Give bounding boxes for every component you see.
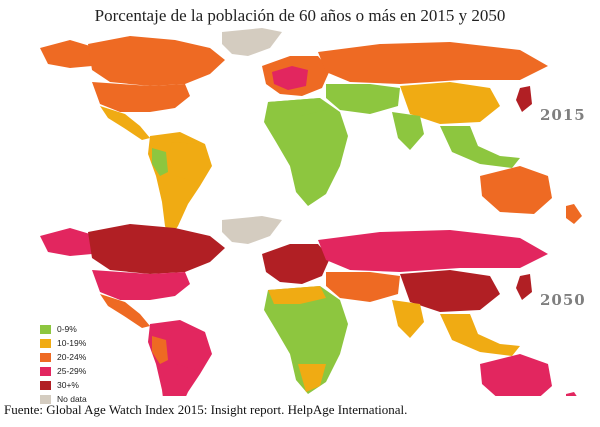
india-2050: [392, 300, 424, 338]
legend-item: 10-19%: [40, 336, 120, 350]
india-2015: [392, 112, 424, 150]
legend-swatch: [40, 366, 51, 376]
usa-2015: [92, 82, 190, 112]
legend: 0-9% 10-19% 20-24% 25-29% 30+% No data: [40, 322, 120, 406]
year-label-2015: 2015: [540, 106, 586, 124]
andes-2050: [152, 336, 168, 364]
legend-label: 10-19%: [57, 338, 87, 348]
map-2015: [40, 28, 582, 238]
legend-swatch: [40, 380, 51, 390]
legend-item: 20-24%: [40, 350, 120, 364]
mexico-2050: [100, 294, 150, 328]
central-asia-2050: [326, 272, 400, 302]
north-africa-2050: [268, 286, 326, 304]
alaska-2050: [40, 228, 92, 256]
alaska-2015: [40, 40, 92, 68]
australia-2050: [480, 354, 552, 396]
usa-2050: [92, 270, 190, 300]
china-2050: [400, 270, 500, 312]
australia-2015: [480, 166, 552, 214]
russia-2050: [318, 230, 548, 272]
africa-2050: [264, 286, 348, 394]
andes-2015: [152, 148, 168, 176]
canada-2015: [88, 36, 225, 86]
north-africa-2015: [268, 98, 326, 116]
canada-2050: [88, 224, 225, 274]
legend-label: 25-29%: [57, 366, 87, 376]
brazil-2015: [168, 142, 210, 182]
legend-swatch: [40, 324, 51, 334]
legend-swatch: [40, 394, 51, 404]
south-africa-2050: [298, 364, 326, 392]
legend-label: 20-24%: [57, 352, 87, 362]
central-asia-2015: [326, 84, 400, 114]
map-title: Porcentaje de la población de 60 años o …: [94, 6, 506, 25]
legend-label: 30+%: [57, 380, 79, 390]
se-asia-2050: [440, 314, 520, 356]
legend-item: 0-9%: [40, 322, 120, 336]
nz-2015: [566, 204, 582, 224]
legend-swatch: [40, 338, 51, 348]
legend-item: 30+%: [40, 378, 120, 392]
africa-2015: [264, 98, 348, 206]
legend-label: 0-9%: [57, 324, 77, 334]
year-label-2050: 2050: [540, 291, 586, 309]
map-2050: [40, 216, 577, 396]
legend-item: 25-29%: [40, 364, 120, 378]
se-asia-2015: [440, 126, 520, 168]
world-maps: [40, 28, 582, 396]
greenland-2050: [222, 216, 282, 244]
greenland-2015: [222, 28, 282, 56]
brazil-2050: [168, 330, 210, 370]
russia-2015: [318, 42, 548, 84]
nz-2050: [566, 392, 577, 396]
source-note: Fuente: Global Age Watch Index 2015: Ins…: [4, 402, 408, 417]
mexico-2015: [100, 106, 150, 140]
legend-swatch: [40, 352, 51, 362]
china-2015: [400, 82, 500, 124]
japan-2050: [516, 274, 532, 300]
europe-core-2015: [272, 66, 308, 90]
legend-label: No data: [57, 394, 87, 404]
japan-2015: [516, 86, 532, 112]
legend-item: No data: [40, 392, 120, 406]
europe-2050: [262, 244, 330, 284]
